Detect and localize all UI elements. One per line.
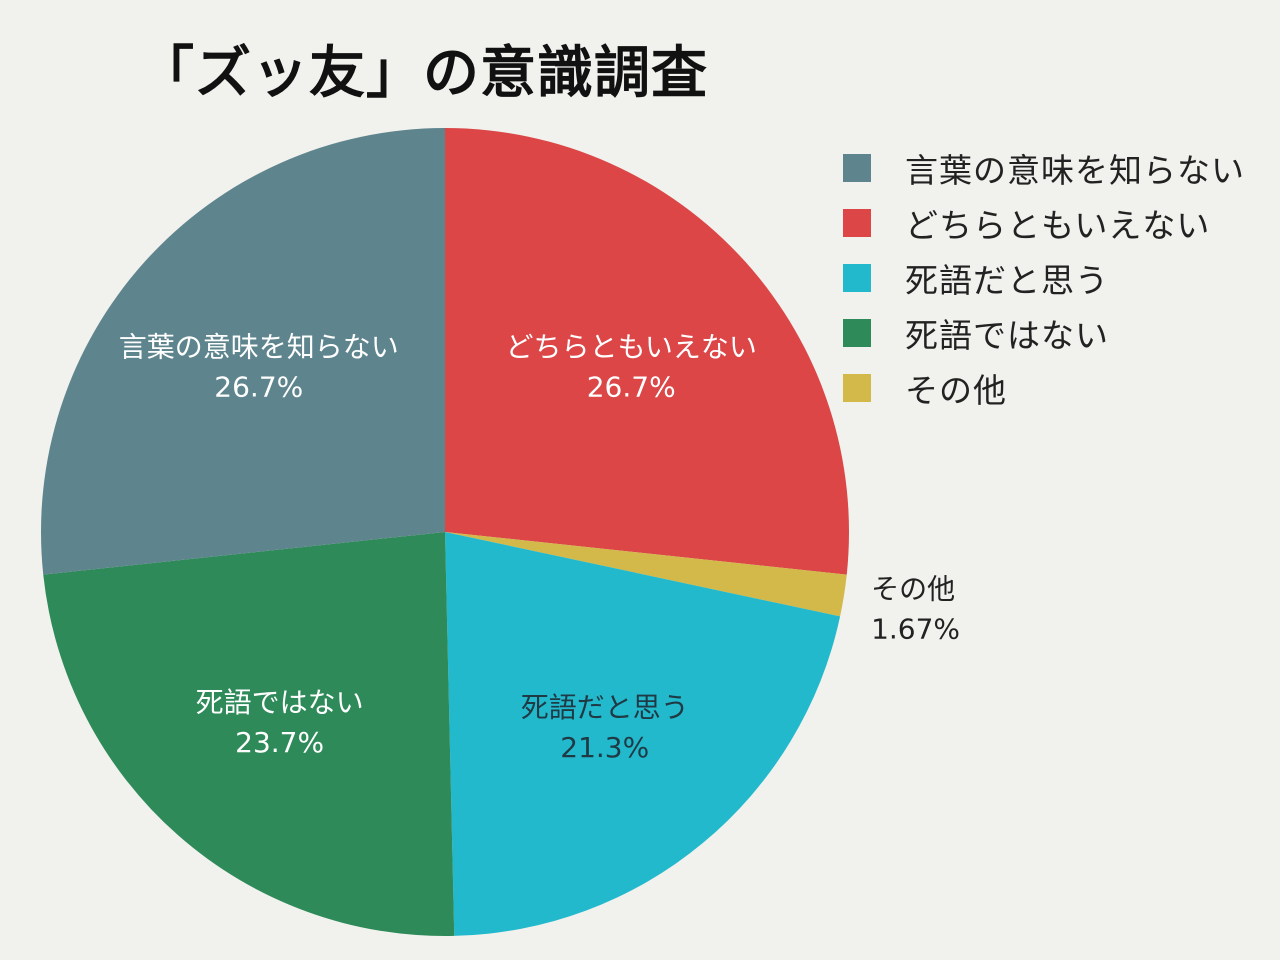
slice-label: 死語ではない xyxy=(196,686,364,719)
slice-label: その他 xyxy=(871,573,955,606)
legend-label: 死語だと思う xyxy=(905,260,1109,300)
slice-value-label: 26.7% xyxy=(214,370,303,403)
legend-item: 死語だと思う xyxy=(843,250,1245,305)
slice-labels: どちらともいえない 26.7% その他 1.67% 死語だと思う 21.3% 死語ではない 2… xyxy=(119,330,960,763)
legend-swatch xyxy=(843,153,871,182)
legend-label: その他 xyxy=(905,370,1007,410)
pie-slice xyxy=(43,532,455,936)
slice-value-label: 23.7% xyxy=(235,726,324,759)
pie-slice xyxy=(445,532,847,617)
legend-item: 死語ではない xyxy=(843,305,1245,360)
legend-swatch xyxy=(843,373,871,402)
legend-item: 言葉の意味を知らない xyxy=(843,140,1245,195)
chart-title: 「ズッ友」の意識調査 xyxy=(138,41,708,106)
slice-label: どちらともいえない xyxy=(505,330,756,363)
legend-swatch xyxy=(843,318,871,347)
slice-value-label: 1.67% xyxy=(871,613,960,646)
pie-slice xyxy=(445,128,850,575)
slice-value-label: 21.3% xyxy=(560,731,649,764)
legend-item: その他 xyxy=(843,360,1245,415)
slice-label: 言葉の意味を知らない xyxy=(119,330,399,363)
legend-item: どちらともいえない xyxy=(843,195,1245,250)
slice-label: 死語だと思う xyxy=(521,691,689,724)
legend-swatch xyxy=(843,208,871,237)
pie-slice xyxy=(41,128,445,575)
legend-label: どちらともいえない xyxy=(905,205,1211,245)
legend: 言葉の意味を知らない どちらともいえない 死語だと思う 死語ではない その他 xyxy=(843,140,1245,415)
legend-swatch xyxy=(843,263,871,292)
legend-label: 言葉の意味を知らない xyxy=(905,150,1245,190)
legend-label: 死語ではない xyxy=(905,315,1109,355)
slice-value-label: 26.7% xyxy=(587,370,676,403)
pie-slice xyxy=(445,532,841,936)
